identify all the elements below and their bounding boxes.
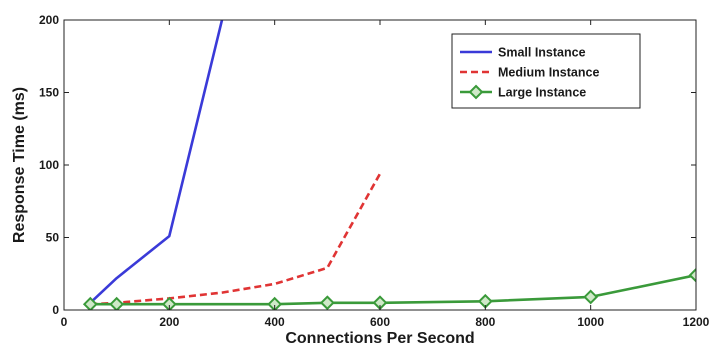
y-tick-label: 0	[52, 303, 59, 317]
legend-label: Large Instance	[498, 86, 586, 100]
data-point	[583, 289, 599, 305]
x-tick-label: 0	[61, 315, 68, 329]
x-tick-label: 400	[265, 315, 285, 329]
x-tick-label: 1200	[683, 315, 710, 329]
plot-marks	[82, 20, 696, 310]
series-line-1	[89, 20, 224, 304]
legend: Small Instance Medium Instance Large Insta…	[451, 33, 641, 109]
series-line-2	[90, 173, 382, 306]
legend-label: Small Instance	[498, 46, 586, 60]
x-tick-label: 800	[475, 315, 495, 329]
data-point	[688, 267, 696, 283]
x-tick-label: 200	[159, 315, 179, 329]
x-tick-label: 1000	[577, 315, 604, 329]
legend-label: Medium Instance	[498, 66, 599, 80]
y-axis-title: Response Time (ms)	[11, 87, 28, 243]
x-tick-label: 600	[370, 315, 390, 329]
y-tick-label: 50	[46, 231, 60, 245]
data-point	[161, 296, 177, 310]
legend-marker	[468, 84, 484, 100]
axis-ticks: 0 200 400 600 800 1000 1200 0 50 100 150 200	[39, 13, 710, 329]
data-point	[82, 296, 98, 310]
data-point	[267, 296, 283, 310]
series-line-3	[90, 273, 696, 306]
y-tick-label: 200	[39, 13, 59, 27]
data-point	[109, 296, 125, 310]
y-tick-label: 150	[39, 86, 59, 100]
data-point	[319, 295, 335, 310]
x-axis-title: Connections Per Second	[285, 330, 474, 347]
y-tick-label: 100	[39, 158, 59, 172]
